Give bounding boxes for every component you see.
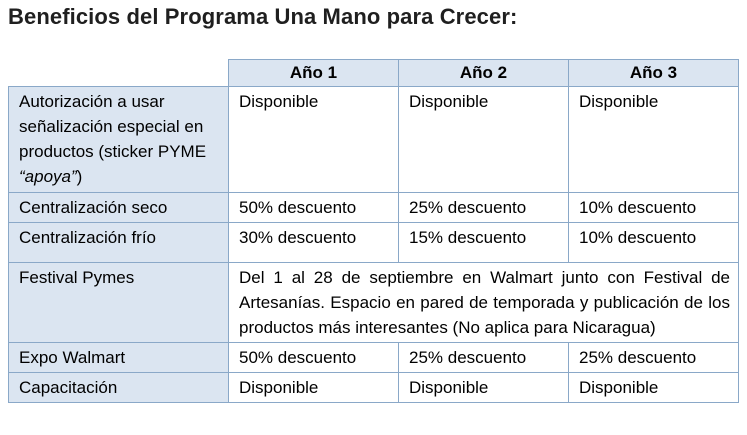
row-label-frio: Centralización frío (8, 222, 229, 263)
cell-capacitacion-year-1: Disponible (228, 372, 399, 403)
cell-sticker-year-2: Disponible (398, 86, 569, 193)
table-row: Festival Pymes Del 1 al 28 de septiembre… (8, 262, 739, 343)
cell-expo-year-2: 25% descuento (398, 342, 569, 373)
cell-expo-year-3: 25% descuento (568, 342, 739, 373)
table-row: Centralización seco 50% descuento 25% de… (8, 192, 739, 223)
row-label-festival: Festival Pymes (8, 262, 229, 343)
table-header-row: Año 1 Año 2 Año 3 (8, 59, 739, 87)
cell-seco-year-1: 50% descuento (228, 192, 399, 223)
header-year-2: Año 2 (398, 59, 569, 87)
cell-sticker-year-1: Disponible (228, 86, 399, 193)
header-year-1: Año 1 (228, 59, 399, 87)
cell-capacitacion-year-2: Disponible (398, 372, 569, 403)
header-year-3: Año 3 (568, 59, 739, 87)
benefits-table: Año 1 Año 2 Año 3 Autorización a usar se… (8, 59, 739, 403)
cell-frio-year-2: 15% descuento (398, 222, 569, 263)
cell-sticker-year-3: Disponible (568, 86, 739, 193)
row-label-capacitacion: Capacitación (8, 372, 229, 403)
cell-seco-year-3: 10% descuento (568, 192, 739, 223)
cell-festival-description: Del 1 al 28 de septiembre en Walmart jun… (228, 262, 739, 343)
cell-expo-year-1: 50% descuento (228, 342, 399, 373)
row-label-sticker-emphasis: “apoya” (19, 167, 77, 186)
cell-frio-year-3: 10% descuento (568, 222, 739, 263)
cell-frio-year-1: 30% descuento (228, 222, 399, 263)
cell-seco-year-2: 25% descuento (398, 192, 569, 223)
header-blank-cell (8, 59, 229, 87)
table-row: Expo Walmart 50% descuento 25% descuento… (8, 342, 739, 373)
row-label-sticker: Autorización a usar señalización especia… (8, 86, 229, 193)
row-label-sticker-text: Autorización a usar señalización especia… (19, 92, 207, 161)
table-row: Autorización a usar señalización especia… (8, 86, 739, 193)
row-label-expo: Expo Walmart (8, 342, 229, 373)
cell-capacitacion-year-3: Disponible (568, 372, 739, 403)
table-row: Centralización frío 30% descuento 15% de… (8, 222, 739, 263)
page-title: Beneficios del Programa Una Mano para Cr… (8, 4, 518, 29)
row-label-sticker-close: ) (76, 167, 83, 186)
table-row: Capacitación Disponible Disponible Dispo… (8, 372, 739, 403)
row-label-seco: Centralización seco (8, 192, 229, 223)
